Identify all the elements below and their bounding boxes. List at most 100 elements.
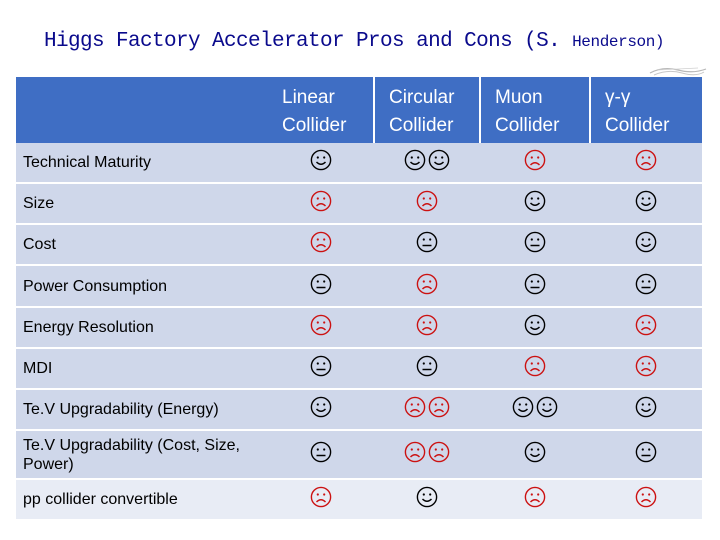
rating-cell [480,389,590,431]
header-gamma-gamma: γ-γ Collider [590,77,702,143]
happy-face-icon [524,314,546,341]
sad-face-icon [524,355,546,382]
rating-cell [374,183,480,225]
row-label: pp collider convertible [16,479,268,521]
table-row: Technical Maturity [16,143,702,184]
header-row: Linear Collider Circular Collider Muon Coll… [16,77,702,143]
col-label-line2: Collider [282,115,347,136]
lab-logo-icon [649,67,707,76]
rating-cell [374,307,480,349]
rating-cell [268,479,374,521]
rating-cell [590,430,702,480]
sad-face-icon [635,149,657,176]
header-linear: Linear Collider [268,77,375,143]
happy-face-icon [428,149,450,176]
rating-cell [268,265,374,308]
rating-cell [374,479,480,521]
happy-face-icon [310,149,332,176]
rating-cell [268,307,374,349]
rating-cell [374,143,480,184]
table-row: Te.V Upgradability (Energy) [16,389,702,431]
sad-face-icon [310,190,332,217]
happy-face-icon [404,149,426,176]
rating-cell [590,183,702,225]
neutral-face-icon [524,273,546,300]
rating-cell [480,143,590,184]
col-label-line1: γ-γ [605,87,631,108]
col-label-line2: Collider [389,115,454,136]
rating-cell [590,224,702,266]
col-label-line1: Linear [282,87,335,108]
rating-cell [480,479,590,521]
table-row: Energy Resolution [16,307,702,349]
row-label: MDI [16,348,268,390]
rating-cell [480,348,590,390]
header-corner [16,77,268,143]
slide-title: Higgs Factory Accelerator Pros and Cons … [44,30,704,53]
rating-cell [268,348,374,390]
rating-cell [374,389,480,431]
table-row: MDI [16,348,702,390]
rating-cell [590,479,702,521]
title-author: Henderson) [572,33,665,51]
sad-face-icon [310,314,332,341]
header-circular: Circular Collider [374,77,481,143]
table-row: Power Consumption [16,265,702,308]
happy-face-icon [635,396,657,423]
rating-cell [374,348,480,390]
rating-cell [268,389,374,431]
sad-face-icon [404,396,426,423]
rating-cell [480,224,590,266]
sad-face-icon [416,273,438,300]
comparison-table: Linear Collider Circular Collider Muon Coll… [16,77,702,521]
row-label: Power Consumption [16,265,268,308]
sad-face-icon [310,231,332,258]
title-main: Higgs Factory Accelerator Pros and Cons … [44,30,561,53]
happy-face-icon [524,441,546,468]
row-label: Energy Resolution [16,307,268,349]
sad-face-icon [416,314,438,341]
table-body: Technical Maturity Size Cost Power Consumpt… [16,143,702,521]
sad-face-icon [635,314,657,341]
neutral-face-icon [310,441,332,468]
sad-face-icon [310,486,332,513]
col-label-line1: Circular [389,87,455,108]
rating-cell [590,348,702,390]
happy-face-icon [512,396,534,423]
neutral-face-icon [524,231,546,258]
neutral-face-icon [416,355,438,382]
sad-face-icon [524,486,546,513]
neutral-face-icon [635,273,657,300]
rating-cell [480,183,590,225]
rating-cell [480,307,590,349]
happy-face-icon [310,396,332,423]
happy-face-icon [635,231,657,258]
sad-face-icon [416,190,438,217]
rating-cell [590,143,702,184]
table-row: Size [16,183,702,225]
rating-cell [374,224,480,266]
happy-face-icon [416,486,438,513]
sad-face-icon [428,441,450,468]
header-muon: Muon Collider [480,77,591,143]
rating-cell [268,430,374,480]
sad-face-icon [635,355,657,382]
col-label-line1: Muon [495,87,543,108]
rating-cell [590,307,702,349]
sad-face-icon [404,441,426,468]
rating-cell [268,224,374,266]
happy-face-icon [524,190,546,217]
col-label-line2: Collider [495,115,560,136]
neutral-face-icon [416,231,438,258]
row-label: Size [16,183,268,225]
neutral-face-icon [310,355,332,382]
rating-cell [268,143,374,184]
rating-cell [590,265,702,308]
row-label: Cost [16,224,268,266]
table-row: Te.V Upgradability (Cost, Size, Power) [16,430,702,480]
rating-cell [480,265,590,308]
neutral-face-icon [635,441,657,468]
rating-cell [374,265,480,308]
happy-face-icon [536,396,558,423]
row-label: Te.V Upgradability (Energy) [16,389,268,431]
